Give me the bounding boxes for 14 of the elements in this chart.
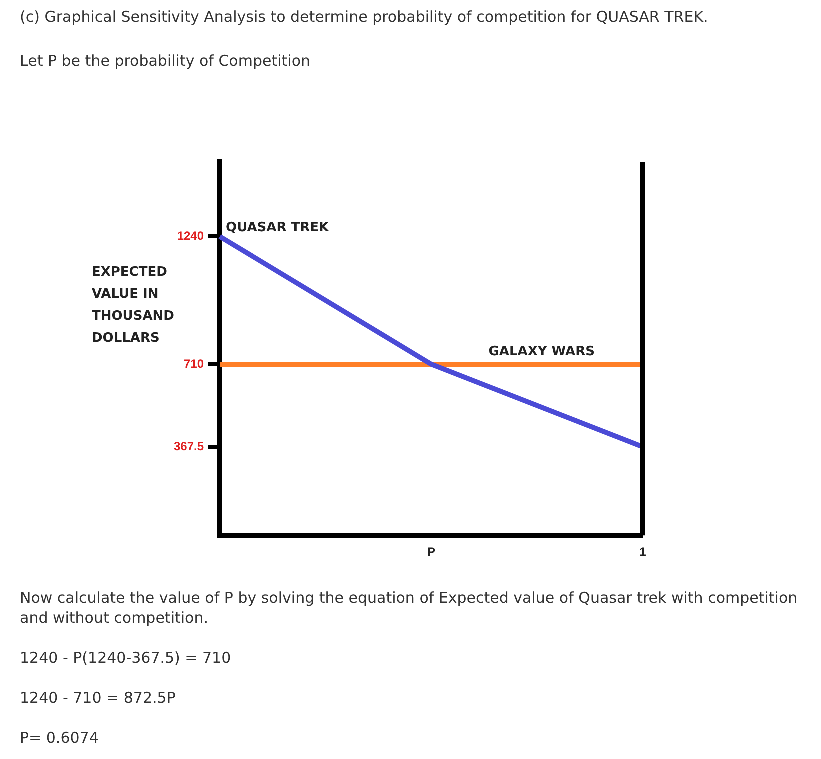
- y-tick-label: 367.5: [174, 439, 204, 454]
- chart-subtitle: Let P be the probability of Competition: [20, 52, 311, 70]
- series-label: QUASAR TREK: [226, 220, 330, 236]
- text: 1240 - 710 = 872.5P: [20, 688, 177, 708]
- y-axis-title: EXPECTED VALUE IN THOUSAND DOLLARS: [92, 264, 176, 348]
- text: P= 0.6074: [20, 728, 100, 748]
- y-tick-label: 710: [184, 356, 204, 371]
- text: Now calculate the value of P by solving the equation of Expected value of Quasar trek with competition and without competition.: [20, 588, 799, 628]
- x-tick-label: P: [428, 545, 436, 560]
- series-label: GALAXY WARS: [488, 344, 595, 360]
- x-tick-label: 1: [640, 545, 647, 560]
- chart-title: (c) Graphical Sensitivity Analysis to determine probability of competition for QUASAR TREK.: [20, 8, 708, 26]
- text: 1240 - P(1240-367.5) = 710: [20, 648, 232, 668]
- y-tick-label: 1240: [177, 229, 204, 244]
